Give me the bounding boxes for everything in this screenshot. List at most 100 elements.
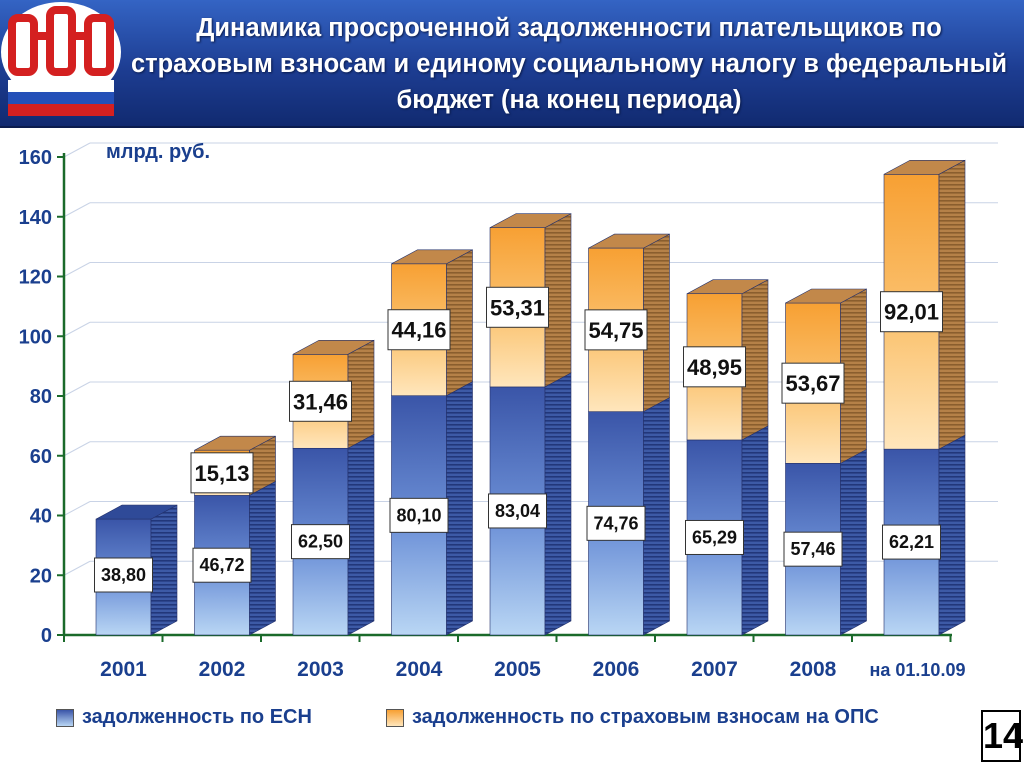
bar-ops-5-top [588,233,670,249]
data-labels: 38,80 46,72 15,13 62,50 31,46 80,10 44,16 83,04… [94,286,943,593]
slide-header: Динамика просроченной задолженности плат… [0,0,1024,128]
value-label-esn-5-box [586,505,646,541]
gridline-depth [63,202,91,218]
value-label-esn-5-text: 74,76 [593,513,638,533]
slide-title: Динамика просроченной задолженности плат… [130,14,1008,114]
value-label-esn-7-box [783,531,843,567]
value-label-ops-4-text: 53,31 [490,295,545,320]
y-tick-label: 100 [19,326,52,348]
value-label-esn-6-text: 65,29 [692,527,737,547]
x-tick-label: 2001 [100,658,147,681]
bar-ops-4-top [489,213,572,228]
value-label-esn-0-box [94,557,153,593]
legend: задолженность по ЕСН задолженность по ст… [50,706,980,736]
value-label-ops-2-box [289,380,352,422]
gridline-depth [63,381,91,397]
value-label-esn-3-text: 80,10 [396,505,441,525]
gridline-depth [63,560,91,576]
bar-ops-6-top [686,279,769,295]
value-label-esn-4-text: 83,04 [495,501,540,521]
value-label-esn-8: 62,21 [882,524,941,560]
x-tick-label: 2005 [494,658,541,681]
bar-esn-2-side [347,433,375,636]
value-label-esn-2-box [291,524,350,560]
gridline-depth [63,501,91,516]
y-tick-label: 160 [19,147,52,169]
bar-esn-1-side [249,480,276,636]
value-label-ops-2-text: 31,46 [293,389,348,414]
bar-esn-4-side [544,372,572,636]
value-label-ops-7-text: 53,67 [785,371,840,396]
value-label-esn-6: 65,29 [685,519,744,555]
bar-esn-0-top [95,504,178,520]
value-label-ops-6-box [683,346,746,388]
y-tick-label: 20 [30,565,52,587]
y-tick-label: 120 [19,267,52,289]
x-tick-label: 2004 [396,658,443,681]
value-label-esn-4-box [488,493,547,529]
x-tick-label: 2008 [790,658,837,681]
gridline-depth [63,441,91,457]
value-label-ops-7: 53,67 [781,362,845,404]
value-label-ops-1-text: 15,13 [194,461,249,486]
value-label-ops-5: 54,75 [584,309,648,351]
stacked-bar-chart: 0 20 40 60 80 100 120 140 160 2001 2002 2003 2004 200… [19,141,998,681]
bar-esn-5 [588,397,670,636]
bar-esn-7-side [840,448,867,636]
bar-esn-6-side [741,425,769,636]
bar-ops-7-top [785,288,867,304]
value-label-ops-3-text: 44,16 [391,318,446,343]
y-tick-label: 80 [30,386,52,408]
value-label-ops-5-box [584,309,648,351]
x-tick-label: на 01.10.09 [870,660,966,680]
value-label-esn-1: 46,72 [192,547,252,583]
bar-ops-1-top [194,435,276,451]
value-label-esn-2: 62,50 [291,524,350,560]
value-label-esn-8-text: 62,21 [889,532,934,552]
value-label-esn-0-text: 38,80 [101,565,146,585]
value-label-ops-7-box [781,362,845,404]
gridline-depth [63,321,91,337]
value-label-ops-6-text: 48,95 [687,355,742,380]
value-label-ops-8-box [880,291,943,333]
value-label-esn-1-text: 46,72 [199,555,244,575]
gridline-depth [63,142,91,158]
x-tick-label: 2006 [593,658,640,681]
value-label-esn-2-text: 62,50 [298,532,343,552]
value-label-ops-6: 48,95 [683,346,746,388]
value-label-ops-4: 53,31 [486,286,549,328]
y-tick-label: 140 [19,207,52,229]
bar-esn-0-side [150,504,178,636]
bar-ops-2-top [292,339,375,355]
value-label-esn-4: 83,04 [488,493,547,529]
value-label-esn-5: 74,76 [586,505,646,541]
value-label-ops-2: 31,46 [289,380,352,422]
page-number: 14 [981,710,1023,762]
value-label-ops-8-text: 92,01 [884,300,939,325]
legend-swatch-ops [386,708,404,727]
value-label-ops-3-box [387,309,451,351]
value-label-ops-3: 44,16 [387,309,451,351]
bars [95,159,966,636]
value-label-ops-1-box [190,452,254,494]
bar-ops-8-top [883,159,966,175]
x-tick-label: 2002 [199,658,246,681]
bar-esn-5-side [643,397,670,636]
value-label-ops-4-box [486,286,549,328]
value-label-esn-8-box [882,524,941,560]
value-label-ops-1: 15,13 [190,452,254,494]
bar-ops-3 [391,249,473,397]
value-label-esn-7: 57,46 [783,531,843,567]
legend-label-esn: задолженность по ЕСН [82,706,312,728]
value-label-esn-0: 38,80 [94,557,153,593]
legend-swatch-esn [56,708,74,727]
bar-ops-3-top [391,249,473,265]
value-label-ops-5-text: 54,75 [588,318,643,343]
bar-esn-3-side [446,381,473,636]
value-label-esn-1-box [192,547,252,583]
legend-item-esn: задолженность по ЕСН [56,706,312,729]
gridline-depth [63,262,91,277]
pfr-logo-icon [1,2,121,116]
value-label-esn-6-box [685,519,744,555]
value-label-ops-8: 92,01 [880,291,943,333]
